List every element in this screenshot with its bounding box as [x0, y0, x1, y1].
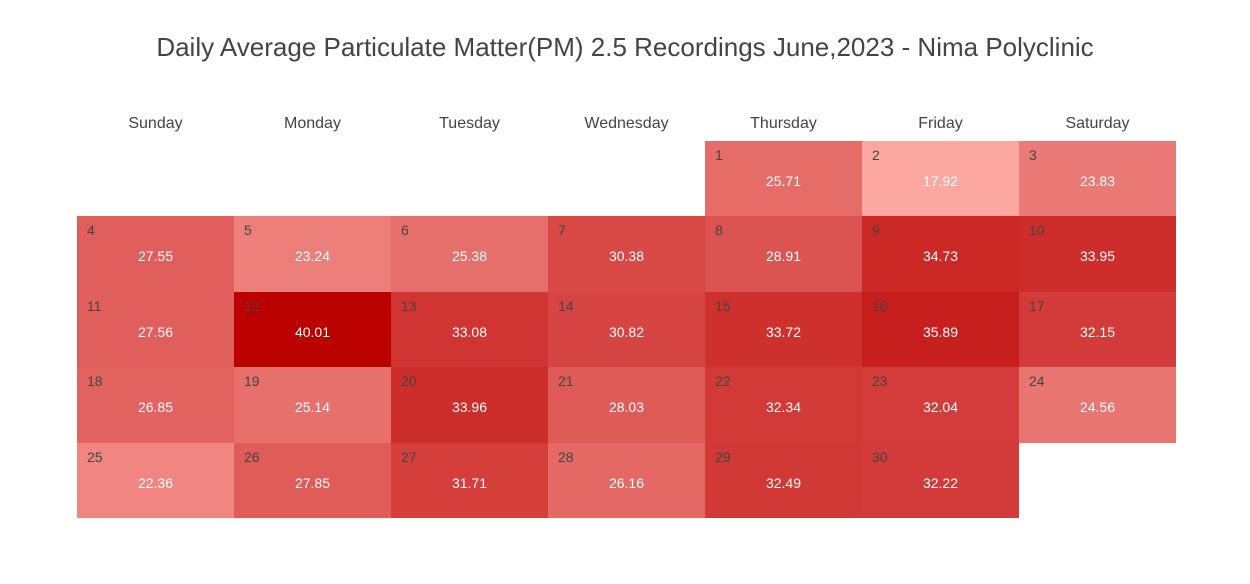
- pm25-value-label: 40.01: [294, 324, 331, 340]
- day-number-label: 1: [715, 147, 723, 163]
- pm25-value-label: 32.34: [765, 399, 802, 415]
- day-number-label: 22: [715, 373, 731, 389]
- calendar-cell-day-11[interactable]: 11 27.56: [77, 292, 234, 367]
- pm25-value-label: 31.71: [451, 475, 488, 491]
- calendar-cell-day-28[interactable]: 28 26.16: [548, 443, 705, 518]
- calendar-cell-day-17[interactable]: 17 32.15: [1019, 292, 1176, 367]
- calendar-cell-day-25[interactable]: 25 22.36: [77, 443, 234, 518]
- day-number-label: 30: [872, 449, 888, 465]
- weekday-header-monday: Monday: [284, 115, 341, 132]
- weekday-header-friday: Friday: [918, 115, 963, 132]
- day-number-label: 10: [1029, 222, 1045, 238]
- pm25-value-label: 30.38: [608, 248, 645, 264]
- weekday-header-wednesday: Wednesday: [584, 115, 669, 132]
- calendar-cell-day-14[interactable]: 14 30.82: [548, 292, 705, 367]
- pm25-value-label: 25.14: [294, 399, 331, 415]
- calendar-cell-day-26[interactable]: 26 27.85: [234, 443, 391, 518]
- day-number-label: 4: [87, 222, 95, 238]
- calendar-cell-day-19[interactable]: 19 25.14: [234, 367, 391, 443]
- day-number-label: 28: [558, 449, 574, 465]
- day-number-label: 19: [244, 373, 260, 389]
- calendar-cell-day-8[interactable]: 8 28.91: [705, 216, 862, 292]
- pm25-value-label: 34.73: [922, 248, 959, 264]
- calendar-cell-day-27[interactable]: 27 31.71: [391, 443, 548, 518]
- calendar-cell-day-18[interactable]: 18 26.85: [77, 367, 234, 443]
- day-number-label: 25: [87, 449, 103, 465]
- day-number-label: 16: [872, 298, 888, 314]
- calendar-cell-day-21[interactable]: 21 28.03: [548, 367, 705, 443]
- pm25-value-label: 27.56: [137, 324, 174, 340]
- calendar-cell-day-29[interactable]: 29 32.49: [705, 443, 862, 518]
- day-number-label: 27: [401, 449, 417, 465]
- day-number-label: 14: [558, 298, 574, 314]
- day-number-label: 26: [244, 449, 260, 465]
- day-number-label: 7: [558, 222, 566, 238]
- pm25-value-label: 26.85: [137, 399, 174, 415]
- calendar-cell-day-23[interactable]: 23 32.04: [862, 367, 1019, 443]
- day-number-label: 12: [244, 298, 260, 314]
- pm25-value-label: 32.49: [765, 475, 802, 491]
- day-number-label: 8: [715, 222, 723, 238]
- calendar-cell-day-24[interactable]: 24 24.56: [1019, 367, 1176, 443]
- pm25-value-label: 33.96: [451, 399, 488, 415]
- pm25-value-label: 28.03: [608, 399, 645, 415]
- day-number-label: 20: [401, 373, 417, 389]
- pm25-value-label: 22.36: [137, 475, 174, 491]
- pm25-value-label: 33.72: [765, 324, 802, 340]
- day-number-label: 3: [1029, 147, 1037, 163]
- pm25-value-label: 32.04: [922, 399, 959, 415]
- calendar-cell-day-22[interactable]: 22 32.34: [705, 367, 862, 443]
- pm25-value-label: 23.83: [1079, 173, 1116, 189]
- weekday-header-saturday: Saturday: [1065, 115, 1130, 132]
- day-number-label: 18: [87, 373, 103, 389]
- weekday-header-thursday: Thursday: [750, 115, 817, 132]
- day-number-label: 23: [872, 373, 888, 389]
- day-number-label: 17: [1029, 298, 1045, 314]
- day-number-label: 29: [715, 449, 731, 465]
- day-number-label: 6: [401, 222, 409, 238]
- day-number-label: 5: [244, 222, 252, 238]
- calendar-cell-day-20[interactable]: 20 33.96: [391, 367, 548, 443]
- pm25-value-label: 32.15: [1079, 324, 1116, 340]
- calendar-cell-day-1[interactable]: 1 25.71: [705, 141, 862, 216]
- pm25-value-label: 27.85: [294, 475, 331, 491]
- calendar-cell-day-5[interactable]: 5 23.24: [234, 216, 391, 292]
- weekday-header-tuesday: Tuesday: [439, 115, 500, 132]
- day-number-label: 15: [715, 298, 731, 314]
- day-number-label: 21: [558, 373, 574, 389]
- pm25-value-label: 17.92: [922, 173, 959, 189]
- pm25-value-label: 32.22: [922, 475, 959, 491]
- calendar-cell-day-30[interactable]: 30 32.22: [862, 443, 1019, 518]
- calendar-cell-day-4[interactable]: 4 27.55: [77, 216, 234, 292]
- calendar-cell-day-7[interactable]: 7 30.38: [548, 216, 705, 292]
- day-number-label: 13: [401, 298, 417, 314]
- calendar-cell-day-15[interactable]: 15 33.72: [705, 292, 862, 367]
- pm25-value-label: 27.55: [137, 248, 174, 264]
- pm25-value-label: 26.16: [608, 475, 645, 491]
- day-number-label: 2: [872, 147, 880, 163]
- day-number-label: 11: [87, 298, 102, 314]
- pm25-value-label: 33.95: [1079, 248, 1116, 264]
- pm25-value-label: 25.38: [451, 248, 488, 264]
- calendar-cell-day-6[interactable]: 6 25.38: [391, 216, 548, 292]
- calendar-cell-day-9[interactable]: 9 34.73: [862, 216, 1019, 292]
- page-title: Daily Average Particulate Matter(PM) 2.5…: [156, 32, 1094, 62]
- day-number-label: 9: [872, 222, 880, 238]
- day-number-label: 24: [1029, 373, 1045, 389]
- calendar-cell-day-16[interactable]: 16 35.89: [862, 292, 1019, 367]
- calendar-cell-day-10[interactable]: 10 33.95: [1019, 216, 1176, 292]
- pm25-value-label: 35.89: [922, 324, 959, 340]
- pm25-value-label: 24.56: [1079, 399, 1116, 415]
- calendar-cell-day-12[interactable]: 12 40.01: [234, 292, 391, 367]
- calendar-cell-day-3[interactable]: 3 23.83: [1019, 141, 1176, 216]
- weekday-header-sunday: Sunday: [128, 115, 183, 132]
- pm25-value-label: 23.24: [294, 248, 331, 264]
- calendar-cell-day-2[interactable]: 2 17.92: [862, 141, 1019, 216]
- pm25-value-label: 33.08: [451, 324, 488, 340]
- pm25-value-label: 25.71: [765, 173, 802, 189]
- calendar-cell-day-13[interactable]: 13 33.08: [391, 292, 548, 367]
- pm25-value-label: 30.82: [608, 324, 645, 340]
- pm25-value-label: 28.91: [765, 248, 802, 264]
